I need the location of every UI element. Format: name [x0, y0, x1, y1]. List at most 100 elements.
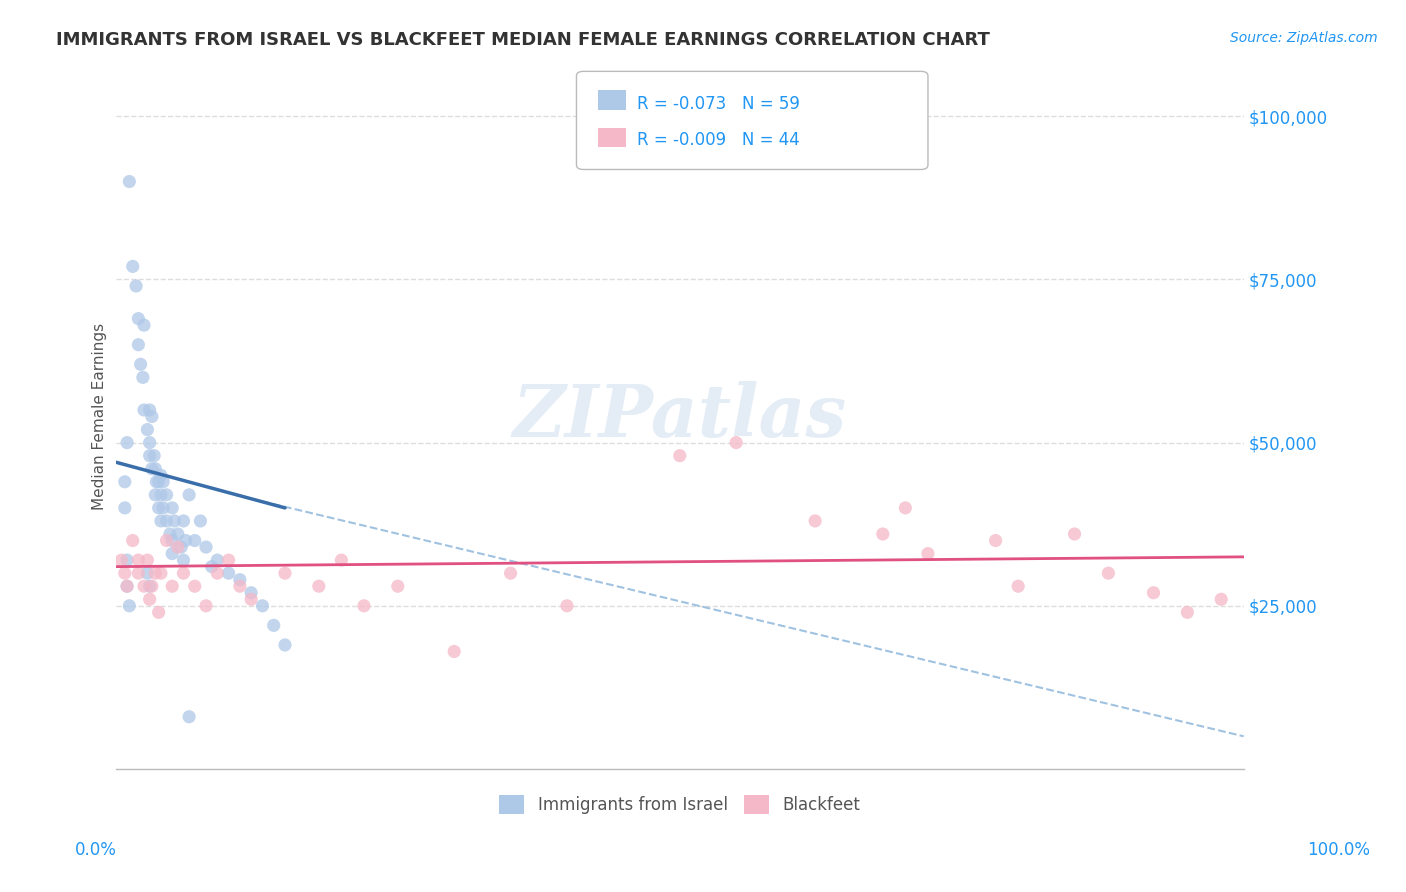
Point	[218, 553, 240, 567]
Point	[155, 514, 177, 528]
Point	[132, 370, 155, 384]
Point	[1063, 527, 1085, 541]
Point	[263, 618, 285, 632]
Point	[190, 514, 212, 528]
Point	[127, 566, 149, 581]
Point	[127, 337, 149, 351]
Point	[184, 579, 207, 593]
Point	[129, 357, 152, 371]
Point	[252, 599, 274, 613]
Point	[118, 175, 141, 189]
Point	[115, 579, 138, 593]
Text: Source: ZipAtlas.com: Source: ZipAtlas.com	[1230, 31, 1378, 45]
Point	[152, 500, 174, 515]
Point	[143, 566, 166, 581]
Point	[443, 644, 465, 658]
Point	[207, 553, 229, 567]
Point	[149, 468, 172, 483]
Point	[138, 449, 160, 463]
Point	[1007, 579, 1029, 593]
Point	[274, 638, 297, 652]
Point	[166, 540, 188, 554]
Text: R = -0.073   N = 59: R = -0.073 N = 59	[637, 95, 800, 113]
Point	[174, 533, 197, 548]
Text: IMMIGRANTS FROM ISRAEL VS BLACKFEET MEDIAN FEMALE EARNINGS CORRELATION CHART: IMMIGRANTS FROM ISRAEL VS BLACKFEET MEDI…	[56, 31, 990, 49]
Point	[125, 279, 148, 293]
Y-axis label: Median Female Earnings: Median Female Earnings	[93, 323, 107, 510]
Point	[179, 710, 201, 724]
Point	[1097, 566, 1119, 581]
Point	[114, 500, 136, 515]
Text: R = -0.009   N = 44: R = -0.009 N = 44	[637, 131, 800, 149]
Point	[195, 599, 218, 613]
Point	[308, 579, 330, 593]
Point	[166, 527, 188, 541]
Point	[387, 579, 409, 593]
Point	[121, 260, 143, 274]
Point	[149, 488, 172, 502]
Point	[555, 599, 578, 613]
Point	[1142, 586, 1164, 600]
Point	[207, 566, 229, 581]
Point	[138, 579, 160, 593]
Point	[149, 566, 172, 581]
Point	[121, 533, 143, 548]
Point	[159, 527, 181, 541]
Point	[127, 553, 149, 567]
Point	[115, 579, 138, 593]
Point	[138, 435, 160, 450]
Point	[1175, 605, 1198, 619]
Point	[804, 514, 827, 528]
Point	[984, 533, 1007, 548]
Text: 100.0%: 100.0%	[1308, 840, 1369, 858]
Point	[163, 514, 186, 528]
Text: ZIPatlas: ZIPatlas	[513, 381, 846, 452]
Point	[894, 500, 917, 515]
Point	[143, 461, 166, 475]
Point	[172, 553, 194, 567]
Point	[141, 579, 163, 593]
Point	[149, 514, 172, 528]
Legend: Immigrants from Israel, Blackfeet: Immigrants from Israel, Blackfeet	[492, 788, 868, 821]
Point	[1211, 592, 1233, 607]
Point	[143, 488, 166, 502]
Point	[115, 553, 138, 567]
Point	[110, 553, 132, 567]
Point	[160, 579, 183, 593]
Point	[141, 461, 163, 475]
Point	[132, 403, 155, 417]
Point	[725, 435, 748, 450]
Point	[141, 409, 163, 424]
Point	[330, 553, 353, 567]
Text: 0.0%: 0.0%	[75, 840, 117, 858]
Point	[499, 566, 522, 581]
Point	[195, 540, 218, 554]
Point	[152, 475, 174, 489]
Point	[145, 475, 167, 489]
Point	[118, 599, 141, 613]
Point	[132, 579, 155, 593]
Point	[132, 318, 155, 333]
Point	[218, 566, 240, 581]
Point	[240, 592, 263, 607]
Point	[155, 533, 177, 548]
Point	[160, 547, 183, 561]
Point	[179, 488, 201, 502]
Point	[172, 514, 194, 528]
Point	[274, 566, 297, 581]
Point	[115, 435, 138, 450]
Point	[201, 559, 224, 574]
Point	[148, 500, 170, 515]
Point	[127, 311, 149, 326]
Point	[160, 500, 183, 515]
Point	[138, 403, 160, 417]
Point	[148, 475, 170, 489]
Point	[155, 488, 177, 502]
Point	[148, 605, 170, 619]
Point	[160, 533, 183, 548]
Point	[872, 527, 894, 541]
Point	[136, 423, 159, 437]
Point	[229, 573, 252, 587]
Point	[172, 566, 194, 581]
Point	[138, 592, 160, 607]
